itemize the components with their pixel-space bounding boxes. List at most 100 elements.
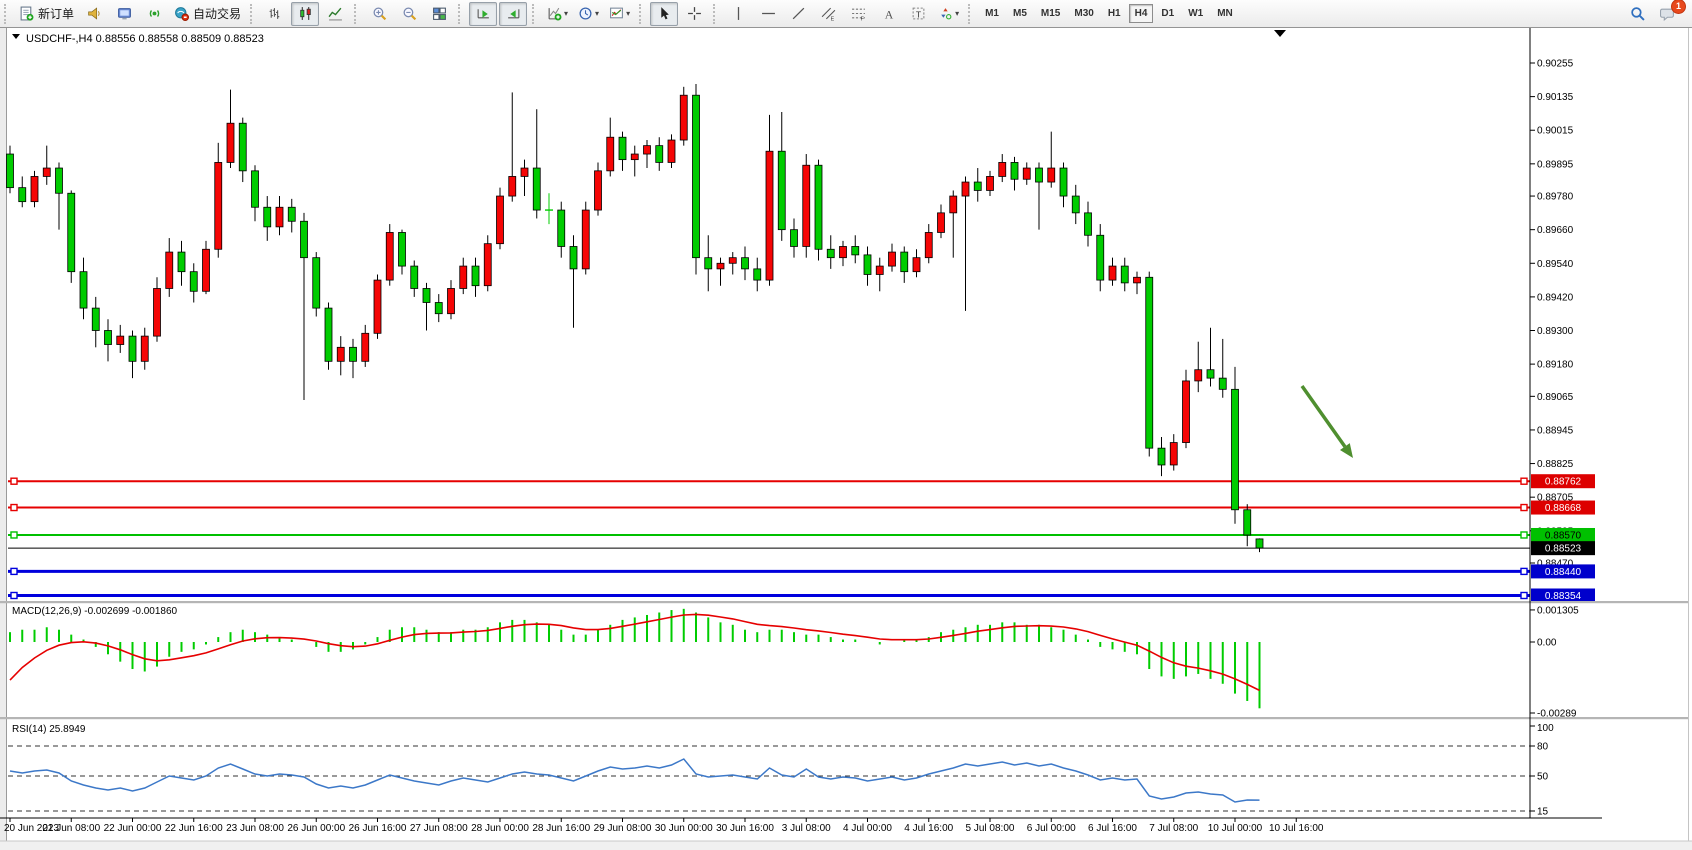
candle-body <box>6 153 14 189</box>
hline-handle[interactable] <box>10 591 18 600</box>
pane-separator[interactable] <box>0 717 1688 720</box>
terminal-icon <box>117 6 132 21</box>
hline-handle[interactable] <box>1520 531 1528 539</box>
timeframe-mn-button[interactable]: MN <box>1217 8 1233 19</box>
timeframe-m30-button[interactable]: M30 <box>1074 8 1094 19</box>
candle-body <box>287 206 296 222</box>
chart-shift-marker[interactable] <box>1274 30 1286 37</box>
signals-button[interactable] <box>140 2 168 26</box>
horizontal-line-objects[interactable] <box>8 477 1530 600</box>
hline-handle[interactable] <box>10 531 18 539</box>
toolbar-group-grip[interactable] <box>532 3 539 24</box>
hline-handle[interactable] <box>1520 567 1528 576</box>
timeframe-h1-button[interactable]: H1 <box>1107 8 1121 19</box>
pane-separator[interactable] <box>0 601 1688 604</box>
fibonacci-button[interactable]: F <box>844 2 872 26</box>
notifications-button[interactable]: 1 <box>1653 0 1686 26</box>
time-tick-label: 6 Jul 00:00 <box>1027 823 1076 834</box>
search-button[interactable] <box>1623 2 1651 26</box>
hline-handle[interactable] <box>1520 503 1528 512</box>
timeframe-w1-button[interactable]: W1 <box>1188 8 1204 19</box>
hline-icon <box>761 6 776 21</box>
dropdown-arrow-icon: ▾ <box>626 9 631 18</box>
hline-handle[interactable] <box>10 477 18 485</box>
price-tick-label: 0.88825 <box>1537 459 1574 470</box>
vertical-line-button[interactable] <box>724 2 752 26</box>
text-label-button[interactable]: T <box>904 2 932 26</box>
toolbar-group-grip[interactable] <box>639 3 646 24</box>
svg-text:0.88354: 0.88354 <box>1545 591 1582 602</box>
arrow-annotation[interactable] <box>1300 384 1347 448</box>
candle-body <box>1096 234 1105 281</box>
crosshair-button[interactable] <box>680 2 708 26</box>
toolbar-group-grip[interactable] <box>250 3 257 24</box>
rsi-axis-label: 15 <box>1537 807 1549 818</box>
templates-button[interactable]: ▾ <box>605 2 634 26</box>
toolbar-group-grip[interactable] <box>713 3 720 24</box>
arrow-annotation-head[interactable] <box>1340 443 1353 458</box>
terminal-button[interactable] <box>110 2 138 26</box>
candle-body <box>238 122 247 172</box>
candle-body <box>30 176 39 203</box>
timeframe-m1-button[interactable]: M1 <box>985 8 999 19</box>
bar-chart-button[interactable] <box>261 2 289 26</box>
candle-body <box>1084 212 1092 236</box>
periods-button[interactable]: ▾ <box>574 2 603 26</box>
price-tick-label: 0.88470 <box>1537 559 1574 570</box>
autotrade-icon <box>174 6 190 21</box>
candle-body <box>569 246 578 270</box>
candle-body <box>1035 167 1043 183</box>
time-tick-label: 6 Jul 16:00 <box>1088 823 1137 834</box>
sound-alert-button[interactable] <box>80 2 108 26</box>
candle-body <box>851 246 860 256</box>
trendline-button[interactable] <box>784 2 812 26</box>
timeframe-h4-button[interactable]: H4 <box>1128 4 1154 23</box>
time-tick-label: 28 Jun 00:00 <box>471 823 529 834</box>
horizontal-line-button[interactable] <box>754 2 782 26</box>
candle-body <box>802 164 811 247</box>
hline-handle[interactable] <box>10 567 18 576</box>
candle-body <box>361 332 370 362</box>
price-tick-label: 0.89300 <box>1537 326 1574 337</box>
chart-canvas[interactable]: USDCHF-,H4 0.88556 0.88558 0.88509 0.885… <box>0 28 1692 850</box>
candle-body <box>924 232 933 259</box>
autotrade-button[interactable]: 自动交易 <box>170 2 245 26</box>
cursor-button[interactable] <box>650 1 679 26</box>
hline-handle[interactable] <box>1520 591 1528 600</box>
candle-body <box>1059 167 1068 197</box>
candle-body <box>447 288 455 315</box>
candle-body <box>79 271 88 309</box>
toolbar-group-grip[interactable] <box>4 3 11 24</box>
new-order-button[interactable]: 新订单 <box>15 2 78 26</box>
zoom-out-button[interactable] <box>395 2 423 26</box>
timeframe-m5-button[interactable]: M5 <box>1013 8 1027 19</box>
toolbar-group-grip[interactable] <box>458 3 465 24</box>
line-chart-button[interactable] <box>321 2 349 26</box>
candle-body <box>496 195 504 245</box>
candle-body <box>1218 377 1227 390</box>
price-axis[interactable]: 0.90255 0.90135 0.90015 0.89895 0.89780 0.896… <box>1530 59 1595 603</box>
tile-windows-button[interactable] <box>425 2 453 26</box>
zoom-in-button[interactable] <box>365 2 393 26</box>
candle-body <box>410 265 419 289</box>
new-chart-button[interactable]: ▾ <box>543 2 572 26</box>
newchart-icon <box>547 6 562 21</box>
timeframe-m15-button[interactable]: M15 <box>1040 8 1061 19</box>
toolbar-group-grip[interactable] <box>354 3 361 24</box>
hline-handle[interactable] <box>1520 477 1528 485</box>
candle-chart-button[interactable] <box>291 1 320 26</box>
equidistant-channel-button[interactable]: E <box>814 2 842 26</box>
chart-collapse-icon[interactable] <box>12 34 20 39</box>
timeframe-d1-button[interactable]: D1 <box>1161 8 1175 19</box>
candle-body <box>434 302 443 315</box>
time-tick-label: 21 Jun 08:00 <box>42 823 100 834</box>
candle-body <box>1071 195 1080 214</box>
auto-scroll-button[interactable] <box>469 1 498 26</box>
toolbar-group-grip[interactable] <box>968 3 975 24</box>
text-button[interactable]: A <box>874 2 902 26</box>
arrows-button[interactable]: ▾ <box>934 2 963 26</box>
candle-body <box>1206 369 1215 379</box>
hline-handle[interactable] <box>10 503 18 512</box>
chart-shift-button[interactable] <box>499 1 528 26</box>
